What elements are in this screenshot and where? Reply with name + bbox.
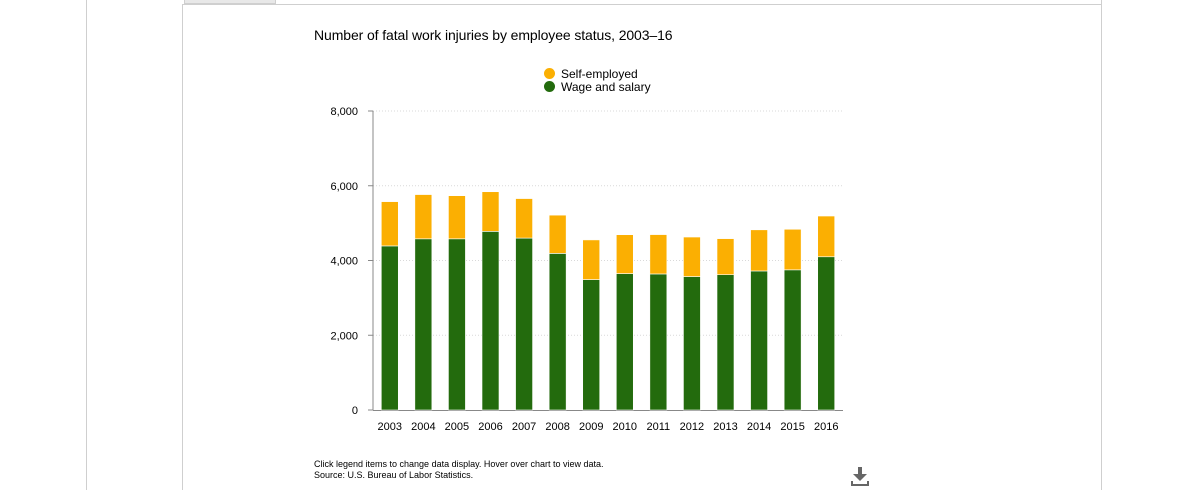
bar-self-employed-2010[interactable] bbox=[615, 234, 634, 274]
bar-wage-and-salary-2004[interactable] bbox=[414, 238, 433, 411]
legend-item-wage-salary[interactable]: Wage and salary bbox=[544, 79, 651, 94]
bar-wage-and-salary-2011[interactable] bbox=[649, 273, 668, 411]
bar-wage-and-salary-2010[interactable] bbox=[615, 273, 634, 411]
x-tick-label: 2008 bbox=[545, 421, 569, 433]
x-tick-label: 2016 bbox=[814, 421, 838, 433]
legend-item-self-employed[interactable]: Self-employed bbox=[544, 66, 651, 81]
y-tick-label: 0 bbox=[352, 405, 358, 417]
page-frame-right bbox=[1101, 0, 1102, 490]
chart-title: Number of fatal work injuries by employe… bbox=[314, 27, 673, 43]
bar-self-employed-2012[interactable] bbox=[683, 236, 701, 277]
bar-wage-and-salary-2013[interactable] bbox=[716, 274, 735, 411]
page-frame-left bbox=[86, 0, 87, 490]
x-tick-label: 2006 bbox=[478, 421, 502, 433]
chart-legend: Self-employed Wage and salary bbox=[544, 66, 651, 94]
bar-wage-and-salary-2012[interactable] bbox=[683, 276, 701, 411]
bar-self-employed-2014[interactable] bbox=[750, 229, 768, 272]
bar-wage-and-salary-2006[interactable] bbox=[481, 231, 500, 411]
x-tick-label: 2004 bbox=[411, 421, 435, 433]
bar-wage-and-salary-2005[interactable] bbox=[448, 238, 466, 411]
bar-self-employed-2004[interactable] bbox=[414, 194, 433, 240]
legend-marker-self-employed bbox=[544, 68, 555, 79]
chart-notes: Click legend items to change data displa… bbox=[314, 459, 603, 481]
x-tick-label: 2013 bbox=[713, 421, 737, 433]
bar-self-employed-2003[interactable] bbox=[380, 201, 399, 247]
note-instructions: Click legend items to change data displa… bbox=[314, 459, 604, 469]
legend-label-wage-salary: Wage and salary bbox=[561, 79, 651, 94]
legend-marker-wage-salary bbox=[544, 81, 555, 92]
bar-wage-and-salary-2003[interactable] bbox=[380, 245, 399, 411]
bar-self-employed-2009[interactable] bbox=[582, 239, 601, 280]
x-tick-label: 2010 bbox=[613, 421, 637, 433]
bar-self-employed-2013[interactable] bbox=[716, 238, 735, 276]
bar-self-employed-2016[interactable] bbox=[817, 215, 836, 258]
bar-wage-and-salary-2008[interactable] bbox=[548, 253, 567, 411]
x-tick-label: 2014 bbox=[747, 421, 771, 433]
bar-wage-and-salary-2014[interactable] bbox=[750, 270, 768, 411]
y-tick-label: 2,000 bbox=[330, 330, 358, 342]
y-tick-label: 4,000 bbox=[330, 256, 358, 268]
chart-panel bbox=[182, 4, 1101, 490]
x-tick-label: 2005 bbox=[445, 421, 469, 433]
bar-wage-and-salary-2007[interactable] bbox=[515, 237, 533, 411]
y-tick-label: 6,000 bbox=[330, 181, 358, 193]
x-tick-label: 2009 bbox=[579, 421, 603, 433]
bar-wage-and-salary-2016[interactable] bbox=[817, 256, 836, 411]
download-icon bbox=[851, 467, 869, 486]
bar-self-employed-2015[interactable] bbox=[783, 228, 802, 271]
bar-self-employed-2011[interactable] bbox=[649, 234, 668, 275]
bar-wage-and-salary-2015[interactable] bbox=[783, 269, 802, 411]
tab-stub[interactable] bbox=[184, 0, 276, 4]
bar-self-employed-2008[interactable] bbox=[548, 214, 567, 254]
x-tick-label: 2012 bbox=[680, 421, 704, 433]
x-tick-label: 2015 bbox=[780, 421, 804, 433]
x-tick-label: 2007 bbox=[512, 421, 536, 433]
bar-self-employed-2007[interactable] bbox=[515, 198, 533, 239]
legend-label-self-employed: Self-employed bbox=[561, 66, 638, 81]
y-tick-label: 8,000 bbox=[330, 106, 358, 118]
note-source: Source: U.S. Bureau of Labor Statistics. bbox=[314, 470, 474, 480]
x-tick-label: 2011 bbox=[647, 421, 671, 433]
bar-self-employed-2005[interactable] bbox=[448, 195, 466, 240]
bar-self-employed-2006[interactable] bbox=[481, 191, 500, 232]
bar-wage-and-salary-2009[interactable] bbox=[582, 279, 601, 411]
download-button[interactable] bbox=[848, 464, 872, 488]
x-tick-label: 2003 bbox=[378, 421, 402, 433]
